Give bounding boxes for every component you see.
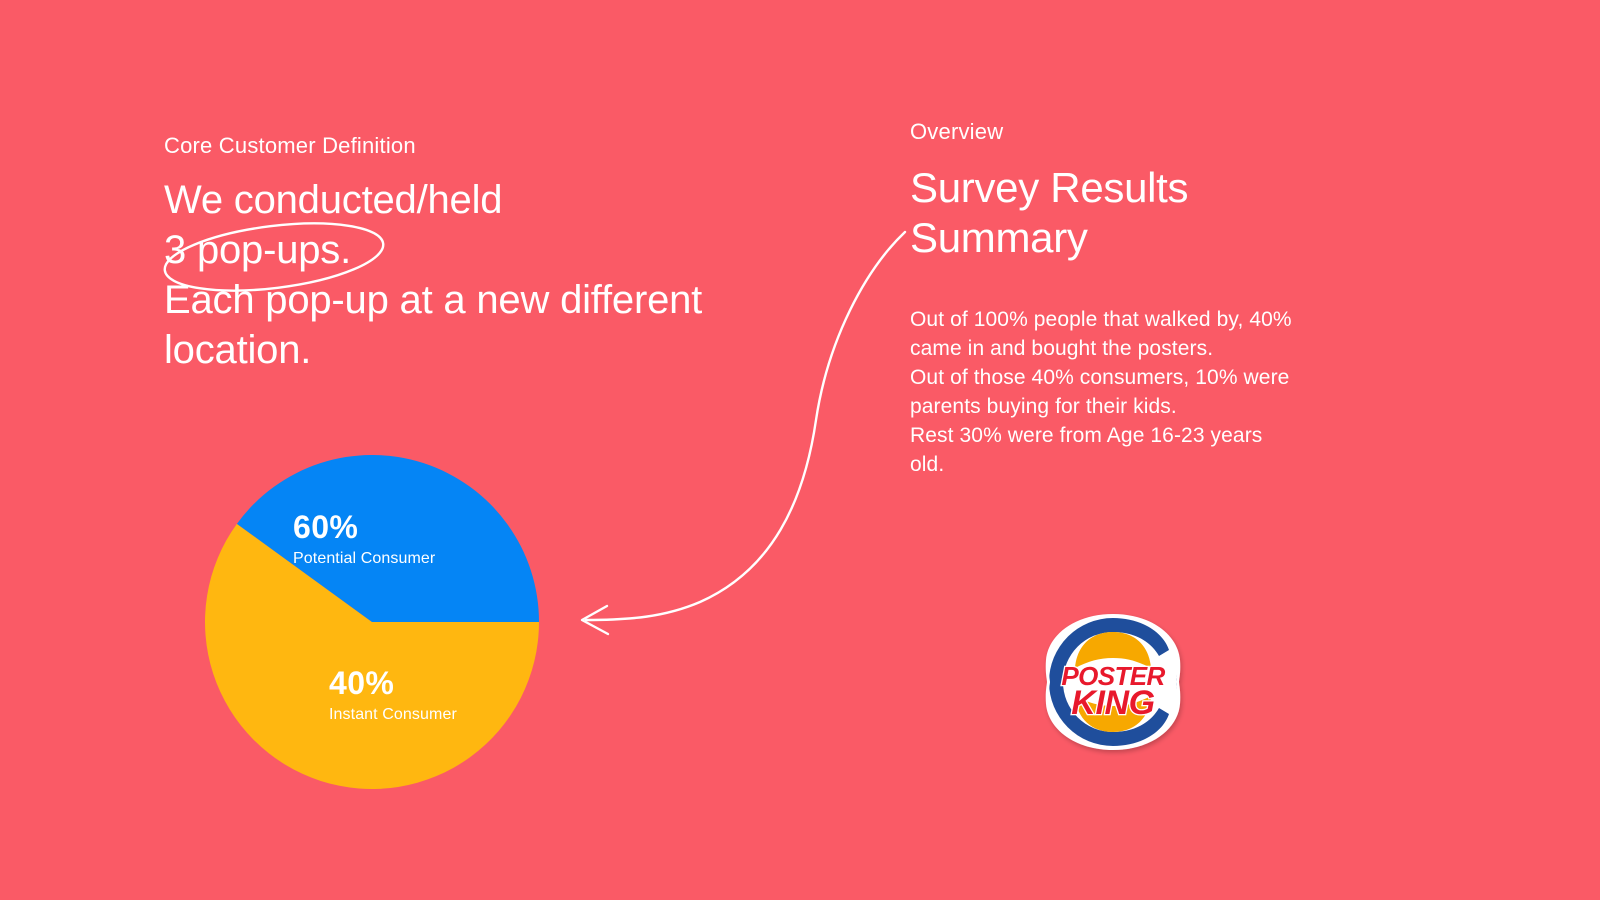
poster-king-logo-icon: POSTER KING (1045, 614, 1181, 750)
logo-top-bun (1075, 632, 1151, 668)
logo-text-poster: POSTER (1061, 661, 1165, 691)
survey-summary-body-text: Out of 100% people that walked by, 40% c… (910, 307, 1292, 476)
pie-chart-graphic (205, 455, 539, 789)
left-eyebrow-label: Core Customer Definition (164, 133, 416, 158)
right-eyebrow-label: Overview (910, 119, 1004, 144)
right-text-block: Overview Survey Results Summary Out of 1… (910, 118, 1410, 479)
logo-text-king: KING (1071, 684, 1154, 722)
pie-slice-instant-consumer (236, 455, 539, 622)
left-headline: We conducted/held 3 pop-ups. Each pop-up… (164, 177, 703, 372)
poster-king-logo: POSTER KING (1037, 606, 1189, 758)
right-headline: Survey Results Summary (910, 163, 1189, 261)
logo-bottom-bun (1075, 696, 1151, 732)
left-text-block: Core Customer Definition We conducted/he… (164, 132, 804, 375)
consumer-split-pie-chart: 60% Potential Consumer 40% Instant Consu… (205, 455, 539, 789)
logo-wordmark: POSTER KING (1060, 660, 1167, 724)
pie-slice-potential-consumer (205, 523, 539, 789)
